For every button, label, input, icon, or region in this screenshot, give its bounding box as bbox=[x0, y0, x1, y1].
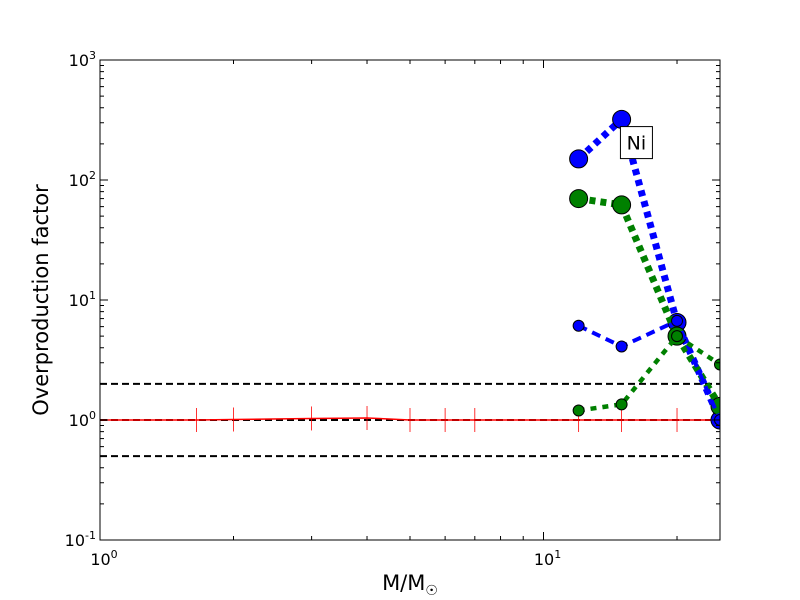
series-3-point bbox=[671, 314, 684, 327]
series-line-3 bbox=[577, 318, 720, 421]
y-tick-label: 102 bbox=[69, 169, 96, 190]
series-4-point bbox=[714, 358, 720, 371]
plot-area bbox=[100, 60, 720, 540]
series-3-point bbox=[572, 319, 585, 332]
y-tick-label: 100 bbox=[69, 409, 96, 430]
annotation-label: Ni bbox=[627, 133, 647, 155]
series-4-point bbox=[671, 330, 684, 343]
series-layer bbox=[100, 109, 720, 432]
series-line-2 bbox=[578, 195, 720, 409]
x-tick-label: 100 bbox=[90, 548, 117, 569]
y-axis-label: Overproduction factor bbox=[29, 184, 53, 416]
series-4-point bbox=[572, 404, 585, 417]
x-tick-label: 101 bbox=[534, 548, 561, 569]
y-tick-label: 103 bbox=[69, 49, 96, 70]
annotation-box bbox=[619, 126, 653, 160]
series-3-point bbox=[615, 340, 628, 353]
x-axis-label: M/M☉ bbox=[382, 571, 438, 599]
annotation-layer: Ni bbox=[619, 126, 653, 160]
series-4-point bbox=[615, 398, 628, 411]
series-1-point bbox=[569, 149, 589, 169]
y-tick-label: 10-1 bbox=[65, 529, 96, 550]
y-tick-label: 101 bbox=[69, 289, 96, 310]
series-2-point bbox=[612, 195, 632, 215]
series-line-4 bbox=[578, 333, 720, 413]
series-1-point bbox=[612, 109, 632, 129]
series-line-1 bbox=[576, 112, 720, 422]
series-line-0 bbox=[100, 417, 720, 421]
series-2-point bbox=[569, 189, 589, 209]
